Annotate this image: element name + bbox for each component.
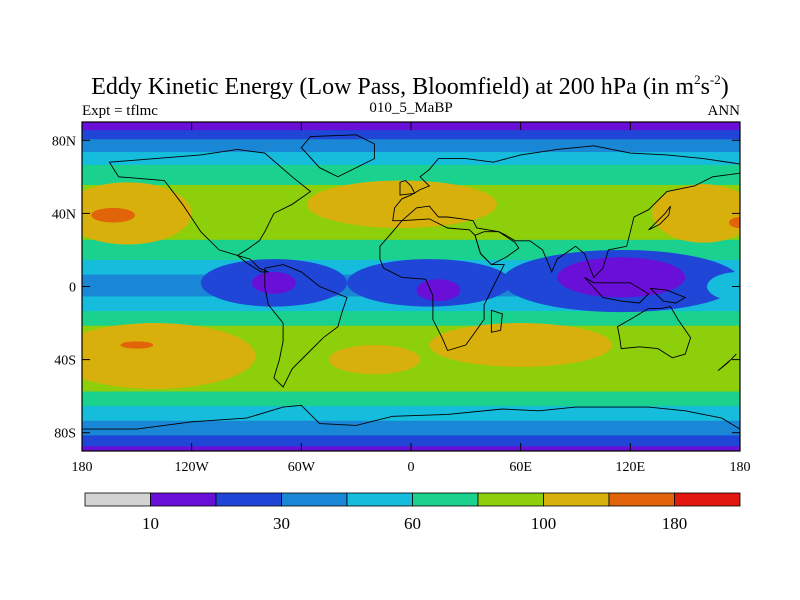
contour-region-6 xyxy=(91,207,136,223)
contour-region-2 xyxy=(306,180,497,229)
coastline-indonesia xyxy=(584,277,650,304)
season-label: ANN xyxy=(708,103,741,119)
coastline-antarctica xyxy=(82,404,740,451)
coastline-south-america xyxy=(264,264,348,388)
contour-region-1 xyxy=(652,184,740,243)
colorbar-label: 100 xyxy=(531,514,557,533)
lat-band-15 xyxy=(82,435,740,449)
lat-band-4 xyxy=(82,164,740,187)
colorbar-label: 180 xyxy=(662,514,688,533)
experiment-label: Expt = tflmc xyxy=(82,103,158,119)
contour-region-8 xyxy=(120,341,154,349)
lat-band-10 xyxy=(82,311,740,328)
colorbar-segment-6 xyxy=(477,492,544,507)
lat-band-12 xyxy=(82,391,740,409)
colorbar-label: 30 xyxy=(273,514,290,533)
contour-region-0 xyxy=(82,182,192,245)
contour-region-3 xyxy=(82,323,256,389)
lat-band-3 xyxy=(82,152,740,167)
y-axis: 80N 40N 0 40S 80S xyxy=(52,134,740,442)
y-tick-label: 0 xyxy=(69,281,76,296)
x-tick-label: 120E xyxy=(616,460,646,475)
lat-band-14 xyxy=(82,420,740,438)
map-title: Eddy Kinetic Energy (Low Pass, Bloomfiel… xyxy=(91,72,729,100)
coastline-japan xyxy=(648,205,671,231)
x-tick-label: 0 xyxy=(408,460,415,475)
x-tick-label: 120W xyxy=(175,460,210,475)
x-axis: 180 120W 60W 0 60E 120E 180 xyxy=(72,122,751,475)
coastline-north-america xyxy=(108,148,312,256)
coastline-madagascar xyxy=(490,309,503,333)
colorbar-segment-8 xyxy=(608,492,675,507)
coastline-uk xyxy=(399,179,416,196)
coastlines xyxy=(82,134,740,451)
contour-region-13 xyxy=(416,279,461,302)
coastline-arabia xyxy=(474,231,520,266)
y-tick-label: 40N xyxy=(52,207,76,222)
y-tick-label: 40S xyxy=(54,354,76,369)
colorbar-segment-2 xyxy=(215,492,282,507)
coastline-eurasia xyxy=(392,145,740,279)
contour-region-5 xyxy=(429,323,613,367)
coastline-australia xyxy=(616,306,692,359)
x-tick-label: 180 xyxy=(730,460,751,475)
contour-region-12 xyxy=(251,271,296,294)
lat-band-13 xyxy=(82,406,740,423)
colorbar-segment-3 xyxy=(281,492,348,507)
colorbar-segment-7 xyxy=(543,492,610,507)
coastline-central-america xyxy=(237,254,269,273)
x-tick-label: 60E xyxy=(509,460,532,475)
x-tick-label: 60W xyxy=(288,460,316,475)
coastline-new-guinea xyxy=(649,287,687,304)
colorbar-segment-1 xyxy=(150,492,217,507)
coastline-greenland xyxy=(300,134,375,178)
colorbar-segment-0 xyxy=(84,492,151,507)
colorbar-segment-9 xyxy=(674,492,741,507)
y-tick-label: 80N xyxy=(52,134,76,149)
contour-region-4 xyxy=(328,344,421,375)
contour-region-15 xyxy=(707,271,740,302)
run-label: 010_5_MaBP xyxy=(369,100,452,116)
contour-fills xyxy=(82,122,740,451)
y-tick-label: 80S xyxy=(54,427,76,442)
colorbar-label: 10 xyxy=(142,514,159,533)
colorbar-label: 60 xyxy=(404,514,421,533)
lat-band-2 xyxy=(82,139,740,155)
contour-region-7 xyxy=(729,217,740,229)
lat-band-1 xyxy=(82,130,740,142)
colorbar-segment-5 xyxy=(412,492,479,507)
x-tick-label: 180 xyxy=(72,460,93,475)
coastline-africa xyxy=(379,218,505,352)
coastline-new-zealand xyxy=(717,353,737,371)
contour-plot xyxy=(82,122,740,451)
colorbar: 10 30 60 100 180 xyxy=(84,492,741,533)
colorbar-segment-4 xyxy=(346,492,413,507)
contour-region-14 xyxy=(557,257,686,298)
